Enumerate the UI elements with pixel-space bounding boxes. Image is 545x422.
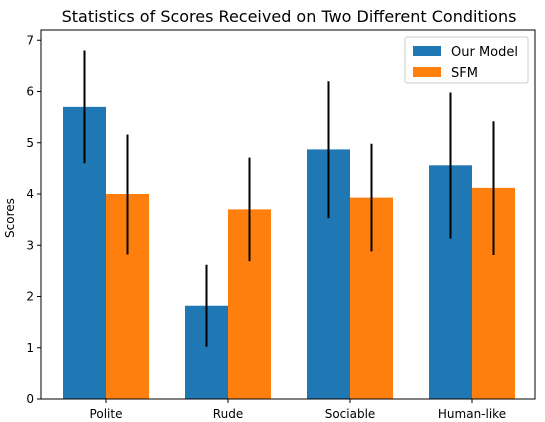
y-tick-label: 2: [26, 290, 34, 304]
y-axis-label: Scores: [3, 198, 17, 238]
y-tick-label: 0: [26, 392, 34, 406]
y-tick-label: 6: [26, 85, 34, 99]
x-tick-label-rude: Rude: [213, 407, 243, 421]
plot-area: 0 1 2 3 4 5 6 7 Polite Rude Sociable Human-like: [26, 29, 536, 421]
chart-title: Statistics of Scores Received on Two Dif…: [62, 7, 517, 26]
axes-frame: [40, 29, 536, 400]
x-tick-label-polite: Polite: [90, 407, 123, 421]
legend-swatch-sfm: [413, 67, 441, 77]
legend-label-our-model: Our Model: [451, 45, 518, 60]
legend-swatch-our-model: [413, 46, 441, 56]
x-tick-label-sociable: Sociable: [325, 407, 376, 421]
legend-label-sfm: SFM: [451, 66, 478, 81]
x-tick-label-human-like: Human-like: [438, 407, 506, 421]
y-tick-label: 7: [26, 33, 34, 47]
legend: Our Model SFM: [404, 36, 529, 84]
y-tick-label: 1: [26, 341, 34, 355]
y-tick-label: 3: [26, 238, 34, 252]
y-tick-label: 4: [26, 187, 34, 201]
y-tick-label: 5: [26, 136, 34, 150]
